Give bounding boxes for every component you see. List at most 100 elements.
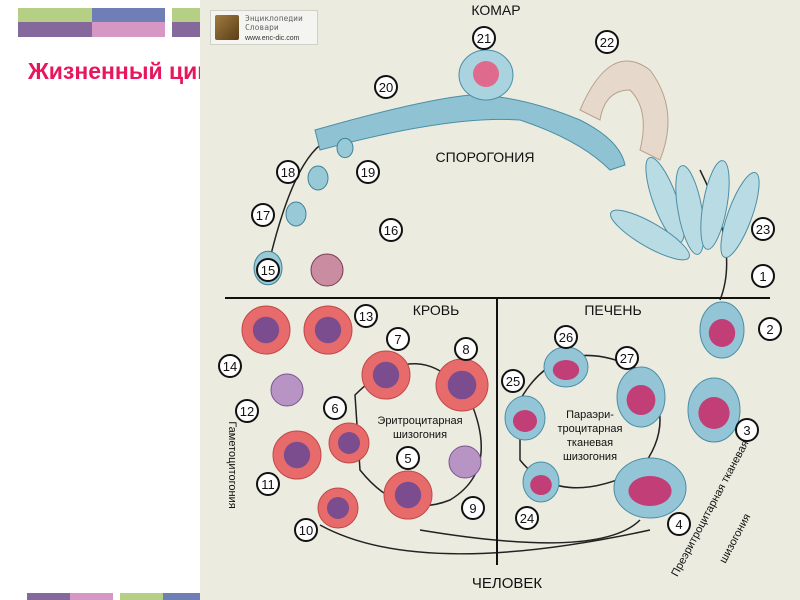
- stage-number: 3: [743, 423, 750, 438]
- stage-number: 25: [506, 374, 520, 389]
- erythrocyte-parasite: [252, 316, 280, 344]
- label-para-1: Параэри-: [566, 409, 614, 421]
- erythrocyte-parasite: [338, 432, 360, 454]
- stage-number: 26: [559, 330, 573, 345]
- liver-schizont: [530, 475, 552, 495]
- label-blood: КРОВЬ: [413, 302, 460, 318]
- liver-schizont: [708, 319, 736, 347]
- stage-badge: [461, 496, 485, 520]
- stage-number: 1: [759, 269, 766, 284]
- label-para-2: троцитарная: [557, 423, 622, 435]
- stage-badge: [323, 396, 347, 420]
- stage-badge: [379, 218, 403, 242]
- slide-title: Жизненный цикл:: [28, 58, 232, 84]
- salivary-gland-lobe: [700, 160, 730, 250]
- stage-number: 7: [394, 332, 401, 347]
- stage-badge: [235, 399, 259, 423]
- stage-badge: [256, 258, 280, 282]
- decor-bar: [120, 593, 163, 600]
- label-para-4: шизогония: [563, 451, 617, 463]
- stage-badge: [294, 518, 318, 542]
- book-icon: [215, 15, 239, 40]
- label-preerythrocytic-1: Преэритроцитарная тканевая: [669, 439, 751, 579]
- exflagellating-microgamete: [310, 253, 344, 287]
- stage-number: 20: [379, 80, 393, 95]
- label-para-3: тканевая: [567, 437, 613, 449]
- stage-badge: [667, 512, 691, 536]
- stage-badge: [515, 506, 539, 530]
- oocyst-content: [473, 61, 499, 87]
- label-gametocytogony: Гаметоцитогония: [226, 421, 238, 508]
- salivary-gland-lobe: [675, 165, 705, 255]
- stage-number: 19: [361, 165, 375, 180]
- stage-badge: [256, 472, 280, 496]
- encyclopedia-logo[interactable]: Энциклопедии Словари www.enc-dic.com: [210, 10, 318, 45]
- cycle-connector: [319, 524, 651, 555]
- stage-badge: [218, 354, 242, 378]
- logo-url: www.enc-dic.com: [245, 35, 300, 42]
- stage-number: 9: [469, 501, 476, 516]
- stage-badge: [615, 346, 639, 370]
- stage-badge: [356, 160, 380, 184]
- logo-line2: Словари: [245, 23, 279, 32]
- erythrocyte-parasite: [372, 361, 400, 389]
- stage-number: 4: [675, 517, 682, 532]
- erythrocyte-parasite: [314, 316, 342, 344]
- merozoite-cluster: [270, 373, 304, 407]
- stage-number: 8: [462, 342, 469, 357]
- label-erythrocytic-schizogony-1: Эритроцитарная: [377, 415, 462, 427]
- erythrocyte-parasite: [283, 441, 311, 469]
- stage-number: 21: [477, 31, 491, 46]
- decor-bar: [27, 593, 70, 600]
- stage-badge: [454, 337, 478, 361]
- salivary-gland-lobe: [720, 172, 760, 258]
- stage-badge: [751, 217, 775, 241]
- liver-schizont: [698, 397, 730, 429]
- zygote-cell: [336, 137, 354, 159]
- stage-number: 24: [520, 511, 534, 526]
- stage-number: 23: [756, 222, 770, 237]
- liver-schizont: [513, 410, 537, 432]
- decor-bar: [172, 22, 200, 37]
- label-sporogony: СПОРОГОНИЯ: [436, 149, 535, 165]
- stage-number: 2: [766, 322, 773, 337]
- stage-badge: [276, 160, 300, 184]
- stage-number: 12: [240, 404, 254, 419]
- decor-bar: [70, 593, 113, 600]
- mosquito-midgut-wall: [314, 94, 626, 171]
- stage-badge: [386, 327, 410, 351]
- stage-badge: [554, 325, 578, 349]
- stage-badge: [751, 264, 775, 288]
- label-erythrocytic-schizogony-2: шизогония: [393, 429, 447, 441]
- stage-number: 13: [359, 309, 373, 324]
- stage-badge: [374, 75, 398, 99]
- decor-bar: [92, 22, 165, 37]
- erythrocyte-parasite: [447, 370, 477, 400]
- stage-number: 6: [331, 401, 338, 416]
- zygote-cell: [285, 201, 307, 227]
- decor-bar: [18, 8, 92, 23]
- stage-number: 11: [261, 477, 275, 492]
- decor-bar: [163, 593, 200, 600]
- label-preerythrocytic-2: шизогония: [717, 512, 753, 565]
- stage-number: 5: [404, 451, 411, 466]
- stage-badge: [354, 304, 378, 328]
- stage-number: 18: [281, 165, 295, 180]
- liver-schizont: [628, 476, 672, 506]
- decor-bar: [18, 22, 92, 37]
- stage-badge: [758, 317, 782, 341]
- label-liver: ПЕЧЕНЬ: [584, 302, 641, 318]
- stage-number: 27: [620, 351, 634, 366]
- stage-badge: [472, 26, 496, 50]
- decor-bar: [92, 8, 165, 23]
- decor-bar: [172, 8, 200, 23]
- stage-number: 16: [384, 223, 398, 238]
- liver-schizont: [552, 360, 580, 380]
- zygote-cell: [307, 165, 329, 191]
- stage-badge: [501, 369, 525, 393]
- stage-number: 10: [299, 523, 313, 538]
- label-human: ЧЕЛОВЕК: [472, 575, 543, 592]
- cycle-connector: [419, 519, 641, 544]
- erythrocyte-parasite: [327, 497, 349, 519]
